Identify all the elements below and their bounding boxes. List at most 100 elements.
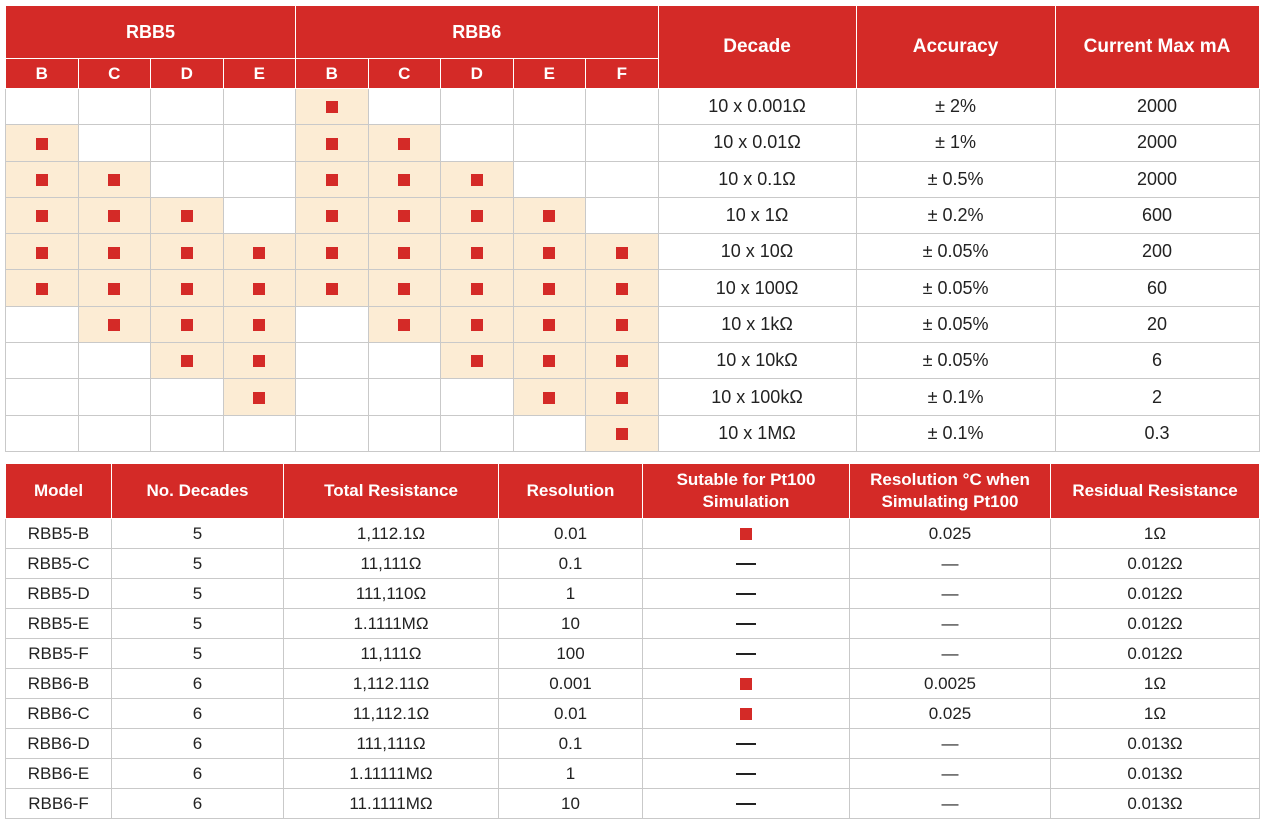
total-resistance-cell: 11,111Ω [283, 548, 499, 579]
pt100-cell [642, 728, 850, 759]
current-max-cell: 0.3 [1054, 414, 1260, 452]
rbb5-c-cell [77, 233, 151, 271]
resolution-c-cell: — [849, 788, 1051, 819]
pt100-cell [642, 668, 850, 699]
residual-resistance-cell: 1Ω [1050, 518, 1260, 549]
pt100-cell [642, 758, 850, 789]
decades-cell: 5 [111, 638, 284, 669]
rbb6-b-cell [295, 269, 369, 307]
rbb5-c-cell [77, 196, 151, 235]
rbb6-b-cell [295, 378, 369, 416]
sub-header-rbb6-e: E [512, 58, 587, 89]
included-marker-icon [543, 210, 556, 223]
dash-icon [736, 623, 756, 625]
model-row: RBB6-E 6 1.11111MΩ 1 —0.013Ω [5, 758, 1260, 789]
rbb6-c-cell [367, 87, 442, 126]
rbb6-d-cell [440, 378, 514, 416]
resolution-c-cell: — [849, 548, 1051, 579]
decade-cell: 10 x 1MΩ [657, 414, 857, 452]
included-marker-icon [325, 101, 338, 114]
included-marker-icon [35, 173, 48, 186]
resolution-c-cell: 0.0025 [849, 668, 1051, 699]
sub-header-rbb6-d: D [440, 58, 514, 89]
residual-resistance-cell: 0.012Ω [1050, 638, 1260, 669]
rbb6-f-cell [585, 233, 659, 271]
total-resistance-cell: 11,111Ω [283, 638, 499, 669]
total-resistance-cell: 111,110Ω [283, 578, 499, 609]
rbb5-b-cell [5, 233, 79, 271]
rbb6-b-cell [295, 160, 369, 198]
rbb5-c-cell [77, 414, 151, 452]
rbb5-e-cell [222, 233, 297, 271]
included-marker-icon [615, 391, 628, 404]
rbb5-d-cell [150, 87, 224, 126]
rbb6-f-cell [585, 305, 659, 344]
included-marker-icon [398, 210, 411, 223]
table-gap [5, 455, 1259, 463]
model-cell: RBB6-B [5, 668, 112, 699]
rbb6-b-cell [295, 305, 369, 344]
current-max-cell: 6 [1054, 342, 1260, 380]
included-marker-icon [398, 246, 411, 259]
accuracy-cell: ± 0.05% [855, 233, 1056, 271]
included-marker-icon [398, 137, 411, 150]
rbb5-d-cell [150, 414, 224, 452]
included-marker-icon [180, 282, 193, 295]
model-cell: RBB5-E [5, 608, 112, 639]
rbb5-b-cell [5, 124, 79, 162]
rbb6-b-cell [295, 87, 369, 126]
included-marker-icon [543, 246, 556, 259]
rbb6-d-cell [440, 160, 514, 198]
included-marker-icon [615, 355, 628, 368]
accuracy-cell: ± 0.05% [855, 269, 1056, 307]
group-header-rbb6: RBB6 [295, 5, 659, 59]
pt100-cell [642, 578, 850, 609]
included-marker-icon [108, 246, 121, 259]
accuracy-cell: ± 0.2% [855, 196, 1056, 235]
decade-row: 10 x 1Ω ± 0.2% 600 [5, 196, 1260, 235]
rbb5-d-cell [150, 233, 224, 271]
included-marker-icon [108, 319, 121, 332]
rbb6-e-cell [512, 414, 587, 452]
included-marker-icon [398, 319, 411, 332]
included-marker-icon [325, 246, 338, 259]
resolution-c-cell: — [849, 728, 1051, 759]
resolution-c-cell: — [849, 758, 1051, 789]
rbb6-b-cell [295, 342, 369, 380]
resolution-cell: 1 [498, 758, 643, 789]
rbb6-d-cell [440, 342, 514, 380]
sub-header-rbb5-d: D [150, 58, 224, 89]
included-marker-icon [108, 173, 121, 186]
model-cell: RBB5-B [5, 518, 112, 549]
pt100-cell [642, 548, 850, 579]
sub-header-rbb6-c: C [367, 58, 442, 89]
rbb6-e-cell [512, 87, 587, 126]
rbb6-f-cell [585, 124, 659, 162]
rbb6-c-cell [367, 269, 442, 307]
dash-icon [736, 653, 756, 655]
total-resistance-cell: 11,112.1Ω [283, 698, 499, 729]
pt100-yes-icon [740, 678, 752, 691]
resolution-c-cell: — [849, 608, 1051, 639]
included-marker-icon [180, 319, 193, 332]
rbb5-c-cell [77, 160, 151, 198]
current-max-cell: 600 [1054, 196, 1260, 235]
total-resistance-cell: 11.1111MΩ [283, 788, 499, 819]
included-marker-icon [253, 355, 266, 368]
included-marker-icon [615, 319, 628, 332]
pt100-cell [642, 638, 850, 669]
decade-cell: 10 x 1kΩ [657, 305, 857, 344]
rbb5-e-cell [222, 342, 297, 380]
resolution-cell: 0.01 [498, 518, 643, 549]
resolution-cell: 10 [498, 608, 643, 639]
rbb5-e-cell [222, 269, 297, 307]
rbb6-b-cell [295, 196, 369, 235]
rbb6-d-cell [440, 124, 514, 162]
resolution-cell: 10 [498, 788, 643, 819]
rbb6-c-cell [367, 305, 442, 344]
accuracy-cell: ± 1% [855, 124, 1056, 162]
decade-range-table: RBB5 RBB6 Decade Accuracy Current Max mA… [4, 5, 1260, 452]
rbb6-c-cell [367, 160, 442, 198]
included-marker-icon [35, 137, 48, 150]
